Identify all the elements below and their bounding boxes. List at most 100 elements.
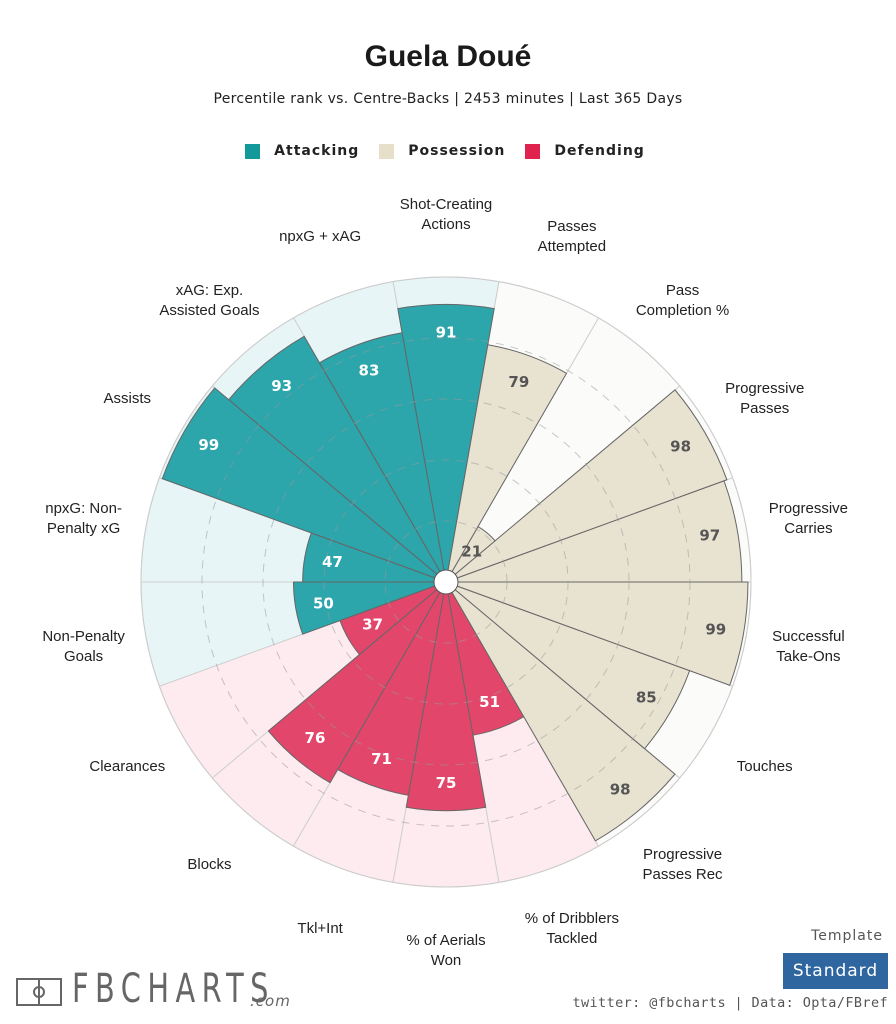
legend-swatch-possession [379,143,395,159]
metric-label-progressive-passes: Progressive Passes [725,380,804,417]
metric-label-line: Assists [104,390,152,407]
value-label-successful-take-ons: 99 [705,621,726,639]
metric-label-passes-attempted: Passes Attempted [538,218,606,255]
metric-label-line: xAG: Exp. [176,282,244,299]
value-label-assists: 99 [198,436,219,454]
metric-label-line: Touches [737,758,793,775]
metric-label-line: Passes Rec [643,866,724,883]
center-hole [433,569,459,595]
gridline-40 [323,459,569,705]
metric-label-line: Passes [547,218,596,235]
metric-label-line: Blocks [187,856,231,873]
metric-label-line: npxG + xAG [279,228,361,245]
metric-label-of-aerials-won: % of Aerials Won [406,932,485,969]
value-label-npxg-xag: 83 [359,361,380,379]
metric-label-line: Carries [784,520,832,537]
bar-of-aerials-won [405,581,487,812]
value-label-of-dribblers-tackled: 51 [479,693,500,711]
bar-progressive-passes [445,389,728,583]
outer-ring [140,276,752,888]
gridline-20 [384,520,508,644]
metric-label-touches: Touches [737,758,793,775]
metric-label-successful-take-ons: Successful Take-Ons [772,628,845,665]
metric-label-progressive-carries: Progressive Carries [769,500,848,537]
metric-label-line: % of Aerials [406,932,485,949]
metric-label-clearances: Clearances [89,758,165,775]
value-label-blocks: 76 [305,729,326,747]
legend-swatch-attacking [245,143,261,159]
metric-label-line: Progressive [643,846,722,863]
value-label-passes-attempted: 79 [508,373,529,391]
fbcharts-logo: FBCHARTS .com [16,966,354,1012]
metric-label-line: Attempted [538,238,606,255]
bar-shot-creating-actions [397,304,495,583]
value-label-clearances: 37 [362,615,383,633]
value-label-shot-creating-actions: 91 [436,323,457,341]
metric-label-tkl-int: Tkl+Int [297,920,343,937]
bar-passes-attempted [445,344,568,583]
metric-label-pass-completion: Pass Completion % [636,282,729,319]
metric-label-xag-exp-assisted-goals: xAG: Exp. Assisted Goals [159,282,259,319]
legend-item-possession: Possession [379,143,505,159]
metric-label-line: Pass [666,282,699,299]
metric-label-line: Won [431,952,462,969]
value-label-non-penalty-goals: 50 [313,595,334,613]
legend-label-defending: Defending [554,143,645,159]
value-label-touches: 85 [636,689,657,707]
metric-label-line: Penalty xG [47,520,120,537]
bar-successful-take-ons [445,581,749,686]
value-label-progressive-passes-rec: 98 [610,781,631,799]
value-label-tkl-int: 71 [371,750,392,768]
metric-label-line: Successful [772,628,845,645]
bar-blocks [267,581,447,784]
logo-suffix: .com [250,992,291,1010]
metric-label-non-penalty-goals: Non-Penalty Goals [42,628,125,665]
metric-label-line: Goals [64,648,103,665]
metric-label-assists: Assists [104,390,152,407]
metric-label-of-dribblers-tackled: % of Dribblers Tackled [525,910,619,947]
metric-label-line: Progressive [769,500,848,517]
metric-label-line: Tackled [546,930,597,947]
metric-label-line: npxG: Non- [45,500,122,517]
metric-label-line: Assisted Goals [159,302,259,319]
metric-label-line: Non-Penalty [42,628,125,645]
metric-label-shot-creating-actions: Shot-Creating Actions [400,196,493,233]
gridline-80 [201,337,691,827]
metric-label-line: Actions [421,216,470,233]
legend-item-attacking: Attacking [245,143,359,159]
metric-label-line: Passes [740,400,789,417]
pitch-icon [16,978,62,1006]
data-credit: twitter: @fbcharts | Data: Opta/FBref [572,995,888,1011]
template-badge: Standard [783,953,888,989]
chart-subtitle: Percentile rank vs. Centre-Backs | 2453 … [213,91,683,107]
logo-text: FBCHARTS [72,966,275,1012]
bar-progressive-passes-rec [445,581,676,842]
metric-label-line: Progressive [725,380,804,397]
chart-title: Guela Doué [364,40,532,73]
template-label: Template [811,928,883,944]
metric-label-npxg-xag: npxG + xAG [279,228,361,245]
value-label-pass-completion: 21 [461,542,482,560]
metric-label-npxg-non-penalty-xg: npxG: Non- Penalty xG [45,500,122,537]
metric-label-line: Completion % [636,302,729,319]
gridline-60 [262,398,630,766]
metric-label-line: Shot-Creating [400,196,493,213]
metric-label-progressive-passes-rec: Progressive Passes Rec [643,846,724,883]
legend-swatch-defending [525,143,541,159]
bar-assists [161,387,447,583]
value-label-progressive-passes: 98 [670,438,691,456]
legend-item-defending: Defending [525,143,644,159]
metric-label-line: Tkl+Int [297,920,343,937]
value-label-npxg-non-penalty-xg: 47 [322,553,343,571]
metric-label-line: Clearances [89,758,165,775]
metric-label-blocks: Blocks [187,856,231,873]
bar-non-penalty-goals [292,581,447,635]
value-label-of-aerials-won: 75 [436,774,457,792]
value-label-progressive-carries: 97 [699,526,720,544]
value-label-xag-exp-assisted-goals: 93 [271,377,292,395]
legend-label-attacking: Attacking [274,143,360,159]
legend-label-possession: Possession [408,143,506,159]
legend: Attacking Possession Defending [0,143,896,159]
metric-label-line: Take-Ons [776,648,840,665]
